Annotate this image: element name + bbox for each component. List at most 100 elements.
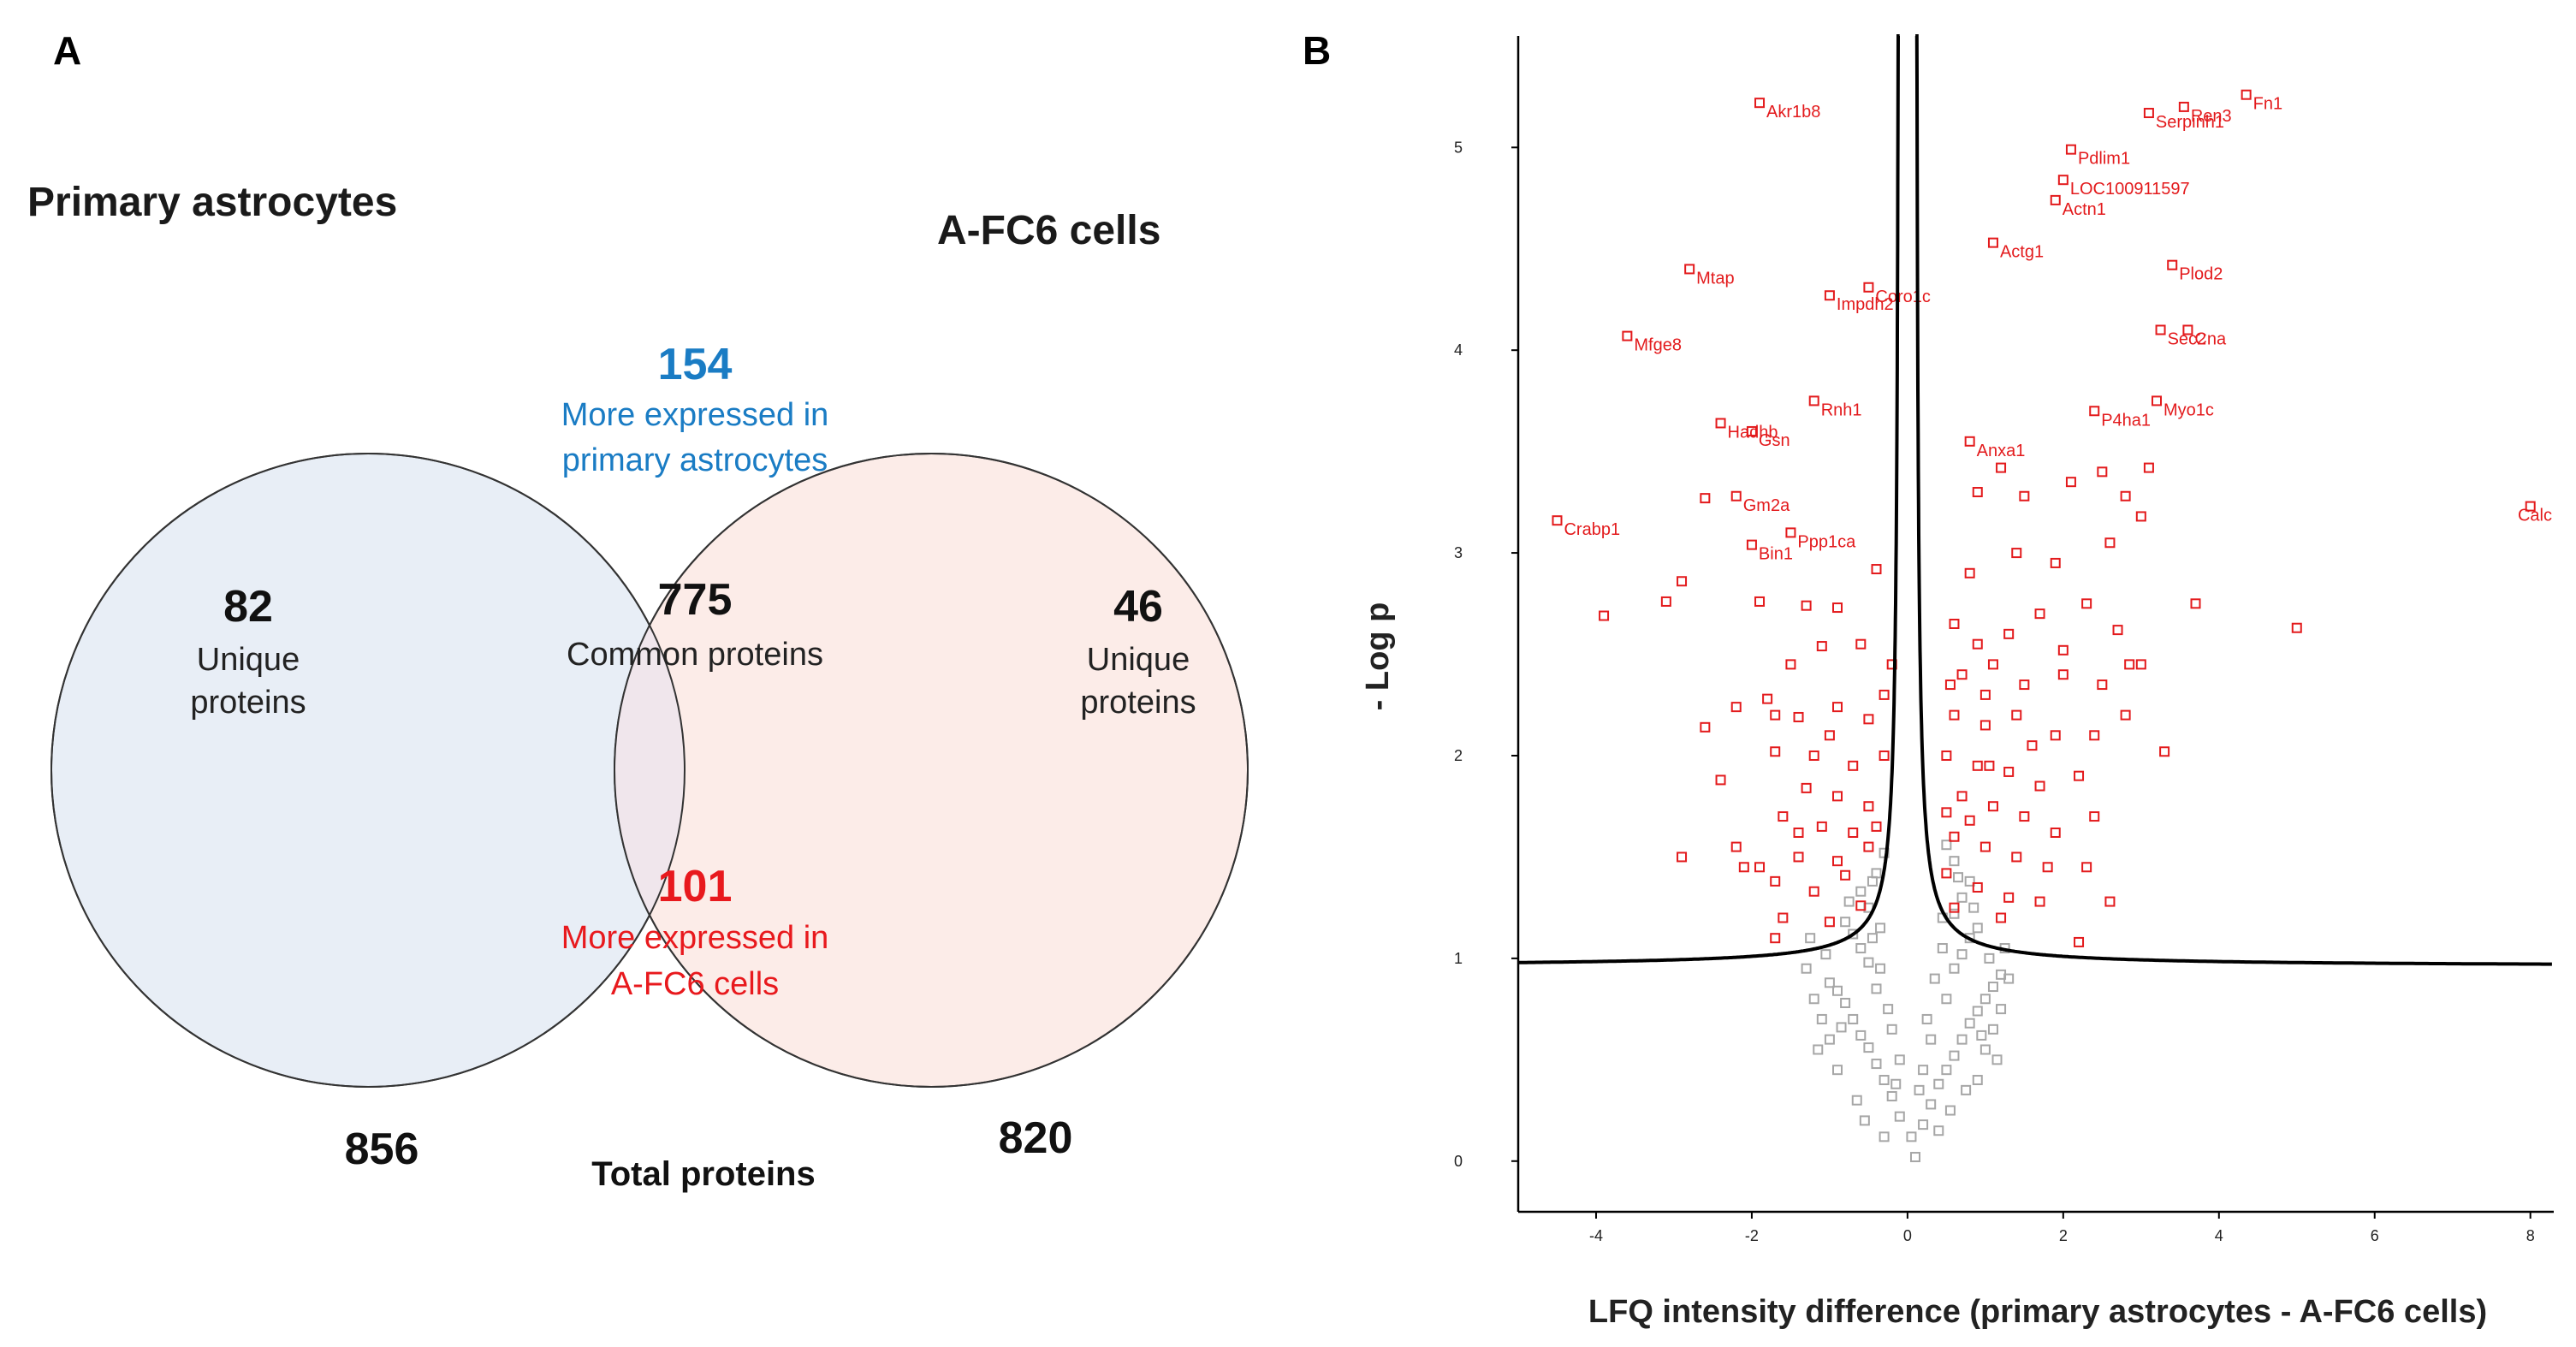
x-tick-label: 2 (2059, 1227, 2068, 1244)
left-unique-count: 82 (223, 582, 273, 632)
labeled-point-marker (1746, 425, 1757, 436)
significant-point (1824, 917, 1835, 928)
significant-point (2120, 490, 2131, 501)
significant-point (1832, 602, 1843, 614)
significant-point (1987, 659, 1998, 670)
left-unique-label-line2: proteins (190, 685, 306, 721)
nonsignificant-point (1941, 994, 1952, 1005)
labeled-point-marker (2089, 406, 2100, 417)
labeled-point-marker (2155, 324, 2166, 335)
up-primary-count: 154 (658, 340, 733, 389)
significant-point (2050, 730, 2061, 741)
nonsignificant-point (1894, 1054, 1905, 1065)
significant-point (1832, 791, 1843, 802)
significant-point (1770, 933, 1781, 944)
nonsignificant-point (1921, 1013, 1932, 1024)
labeled-point-marker (1622, 330, 1633, 341)
labeled-point-marker (1552, 515, 1563, 526)
labeled-point-marker (1684, 264, 1695, 275)
significant-point (1801, 782, 1812, 793)
significant-point (2034, 608, 2045, 620)
significant-point (1808, 750, 1819, 761)
nonsignificant-point (1801, 963, 1812, 974)
significant-point (1770, 709, 1781, 721)
significant-point (1956, 669, 1968, 680)
significant-point (1793, 711, 1804, 722)
nonsignificant-point (1886, 1024, 1897, 1035)
labeled-point-label: Rnh1 (1821, 401, 1862, 419)
up-primary-label-line1: More expressed in (561, 397, 829, 433)
significant-point (1824, 730, 1835, 741)
significant-point (2003, 628, 2015, 639)
set-title-primary-astrocytes: Primary astrocytes (27, 180, 397, 225)
significant-point (1979, 841, 1991, 852)
significant-points (1599, 462, 2302, 947)
significant-point (2112, 625, 2123, 636)
nonsignificant-point (1867, 875, 1878, 887)
x-tick-label: -2 (1745, 1227, 1759, 1244)
panel-b: B -4 -2 0 2 4 6 8 0 1 2 3 4 5 Akr1b8 Mtap Impdh2Coro1… (1303, 28, 2554, 1330)
nonsignificant-point (1991, 1054, 2003, 1065)
labeled-point-label: Ren3 (2191, 107, 2232, 126)
labeled-point-label: Crabp1 (1564, 520, 1620, 539)
significant-point (1848, 760, 1859, 771)
up-afc6-label-line2: A-FC6 cells (611, 966, 779, 1002)
nonsignificant-point (1894, 1111, 1905, 1122)
total-left-count: 856 (345, 1124, 419, 1174)
nonsignificant-point (1976, 1030, 1987, 1041)
labeled-point-marker (2525, 501, 2536, 512)
labeled-point-label: Gsn (1759, 431, 1790, 450)
labeled-point-label: Mfge8 (1634, 336, 1682, 355)
significant-point (1778, 912, 1789, 923)
labeled-point-marker (1730, 490, 1742, 501)
labeled-point-marker (1715, 418, 1726, 429)
significant-point (2011, 709, 2022, 721)
nonsignificant-point (1968, 902, 1979, 913)
significant-point (1855, 900, 1867, 911)
total-right-count: 820 (999, 1113, 1073, 1163)
right-unique-count: 46 (1113, 582, 1163, 632)
x-tick-label: 4 (2215, 1227, 2223, 1244)
significant-point (1785, 659, 1796, 670)
significant-point (2074, 936, 2085, 947)
nonsignificant-point (1949, 856, 1960, 867)
significant-point (2124, 659, 2135, 670)
nonsignificant-point (1871, 1059, 1882, 1070)
significant-point (2291, 622, 2302, 633)
nonsignificant-point (1879, 1075, 1890, 1086)
x-tick-label: -4 (1589, 1227, 1603, 1244)
significant-point (2081, 598, 2092, 609)
venn-overlap-region (614, 625, 685, 916)
significant-point (2190, 598, 2201, 609)
right-unique-label-line1: Unique (1087, 642, 1190, 678)
significant-point (2019, 811, 2030, 822)
nonsignificant-point (1824, 977, 1835, 988)
nonsignificant-point (1926, 1099, 1937, 1110)
significant-point (1762, 693, 1773, 704)
nonsignificant-point (1863, 1042, 1874, 1053)
significant-point (1730, 702, 1742, 713)
nonsignificant-point (1972, 1075, 1983, 1086)
significant-point (2050, 557, 2061, 568)
x-tick-label: 0 (1903, 1227, 1912, 1244)
significant-point (1816, 641, 1827, 652)
nonsignificant-point (1937, 943, 1948, 954)
y-tick-label: 2 (1454, 747, 1463, 764)
significant-point (2097, 679, 2108, 691)
significant-point (2057, 669, 2069, 680)
nonsignificant-point (1979, 1044, 1991, 1055)
nonsignificant-point (1949, 963, 1960, 974)
labeled-point-label: Actg1 (2000, 243, 2044, 262)
x-tick-label: 6 (2371, 1227, 2379, 1244)
significant-point (2104, 537, 2116, 549)
labeled-point-marker (2050, 194, 2061, 205)
significant-point (2034, 780, 2045, 792)
nonsignificant-point (1886, 1090, 1897, 1101)
nonsignificant-point (1808, 994, 1819, 1005)
nonsignificant-point (1879, 1131, 1890, 1142)
significant-point (1832, 856, 1843, 867)
labeled-point-label: Ppp1ca (1797, 532, 1856, 551)
significant-point (2104, 896, 2116, 907)
nonsignificant-point (1964, 875, 1975, 887)
